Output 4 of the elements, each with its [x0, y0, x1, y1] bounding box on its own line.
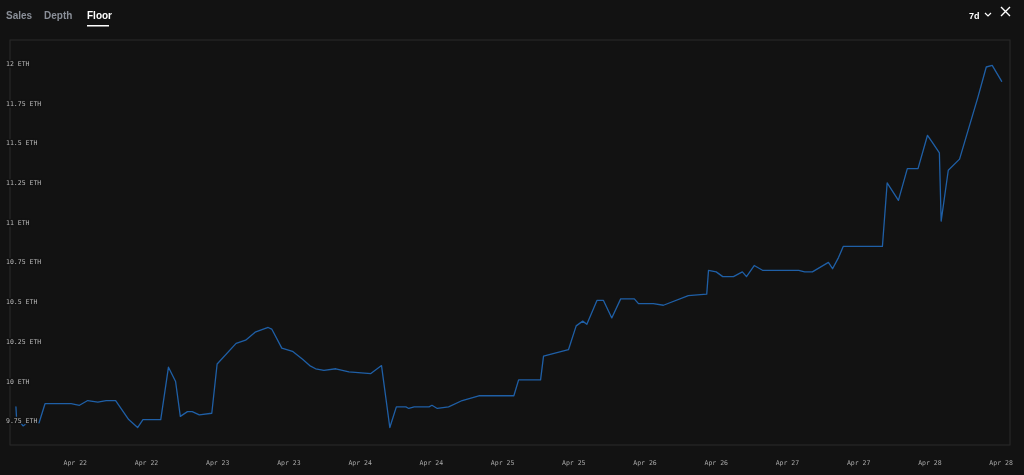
text: Sales — [6, 10, 33, 21]
text: 7d — [969, 11, 980, 21]
text: Depth — [44, 10, 73, 21]
text: Floor — [87, 10, 113, 21]
